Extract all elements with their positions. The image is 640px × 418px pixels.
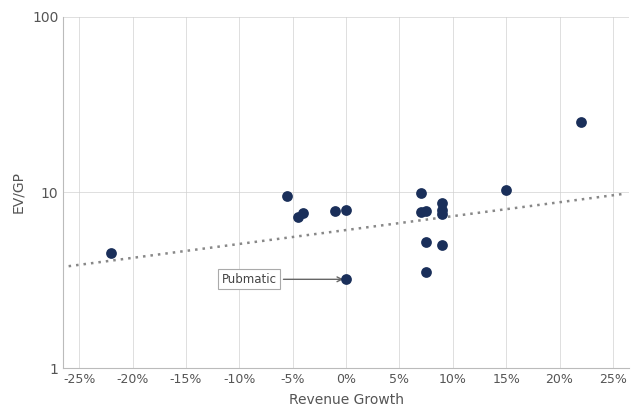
Point: [282, 193, 292, 200]
Point: [293, 214, 303, 221]
Point: [501, 187, 511, 194]
Point: [421, 269, 431, 276]
Text: Pubmatic: Pubmatic: [221, 273, 342, 286]
Point: [421, 208, 431, 215]
Point: [437, 207, 447, 214]
Point: [298, 210, 308, 217]
Point: [341, 276, 351, 283]
Point: [106, 250, 116, 257]
Y-axis label: EV/GP: EV/GP: [11, 171, 25, 213]
Point: [341, 207, 351, 214]
Point: [437, 211, 447, 218]
Point: [437, 242, 447, 249]
Point: [576, 119, 586, 126]
Point: [415, 209, 426, 216]
X-axis label: Revenue Growth: Revenue Growth: [289, 393, 404, 407]
Point: [415, 190, 426, 196]
Point: [330, 207, 340, 214]
Point: [437, 200, 447, 206]
Point: [421, 239, 431, 246]
